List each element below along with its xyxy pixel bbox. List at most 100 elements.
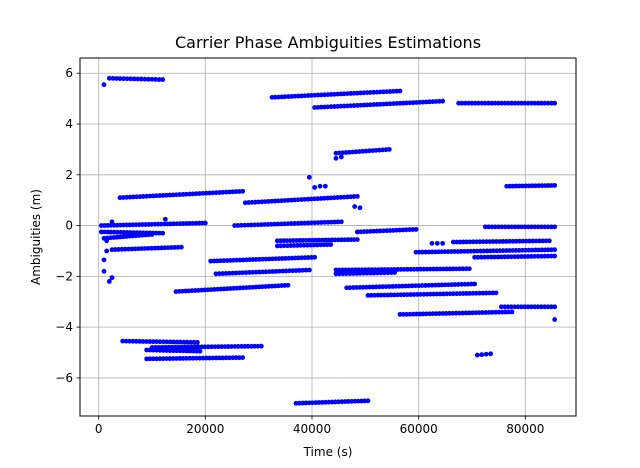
data-point [434,240,440,246]
data-point [235,344,241,349]
data-point [490,239,496,244]
data-point [142,76,148,82]
chart-title: Carrier Phase Ambiguities Estimations [175,33,481,52]
data-point [193,355,199,361]
data-point [502,254,508,260]
data-point [236,355,242,361]
data-point [157,356,163,362]
data-point [123,338,129,344]
data-point [252,343,258,349]
data-point [539,100,544,106]
data-point [186,344,191,350]
data-point [495,100,501,106]
data-point [515,224,521,230]
data-point [462,100,468,106]
data-point [513,238,519,244]
data-point [164,348,170,353]
data-point [532,224,538,230]
data-point [215,344,221,350]
data-point [130,338,136,344]
data-point [525,100,531,106]
data-point [167,356,173,361]
data-point [518,304,524,310]
data-point [179,344,185,350]
data-point [552,304,558,310]
data-point [357,270,363,276]
data-point [164,339,170,345]
data-point [489,100,495,106]
data-point [510,238,516,244]
data-point [190,348,196,354]
data-point [535,304,541,310]
data-point [181,339,187,345]
data-point [496,224,501,230]
data-point [392,270,398,275]
data-point [509,309,515,315]
data-point [223,355,229,361]
data-point [114,76,119,81]
data-point [482,100,488,106]
data-point [474,352,480,358]
data-point [538,304,544,310]
data-point [281,243,287,249]
data-point [460,239,466,245]
data-point [354,193,360,199]
data-point [522,254,528,259]
data-point [532,100,538,106]
data-point [322,183,328,189]
data-point [144,339,149,344]
data-point [242,343,248,349]
data-point [479,100,485,106]
data-point [482,224,488,230]
data-point [381,270,387,276]
data-point [548,100,554,106]
data-point [101,82,107,88]
data-point [429,240,435,246]
data-point [106,75,112,81]
data-point [135,76,141,82]
data-point [542,224,548,230]
data-point [333,155,339,161]
data-point [450,239,456,245]
data-point [548,304,554,310]
data-point [285,282,291,288]
data-point [333,271,339,277]
data-point [354,270,360,276]
data-point [505,254,511,260]
data-point [156,77,162,82]
data-point [284,243,290,249]
data-point [255,343,261,349]
data-point [522,100,528,106]
data-point [144,347,150,353]
data-point [535,100,541,106]
data-point [207,355,212,361]
data-point [515,254,521,260]
x-tick-label: 60000 [400,422,438,436]
data-point [324,242,330,248]
data-point [492,100,498,106]
data-point [525,304,531,310]
data-point [378,270,384,276]
data-point [515,304,521,310]
data-point [138,76,144,82]
data-point [306,267,312,273]
scatter-points [98,75,558,406]
data-point [258,343,264,349]
data-point [470,239,476,245]
data-point [188,339,193,345]
data-point [413,226,419,232]
data-point [543,238,549,244]
data-point [149,76,155,82]
data-point [519,224,525,230]
data-point [167,339,173,345]
data-point [328,242,334,248]
data-point [371,270,377,276]
data-point [128,76,134,82]
data-point [525,224,531,230]
data-point [140,339,146,344]
y-axis: −6 −4 −2 0 2 4 6 [55,66,80,385]
data-point [217,355,222,361]
data-point [502,224,508,230]
data-point [364,270,370,276]
data-point [117,76,123,81]
